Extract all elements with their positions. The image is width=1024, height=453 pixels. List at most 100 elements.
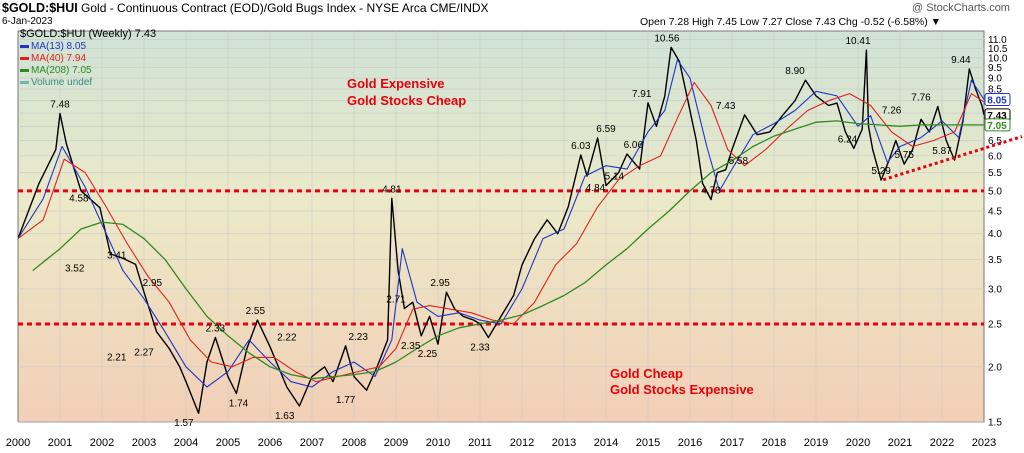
point-label: 10.41 bbox=[845, 36, 870, 47]
x-tick-label: 2005 bbox=[216, 437, 240, 449]
point-label: 2.21 bbox=[107, 353, 127, 364]
x-tick-label: 2011 bbox=[468, 437, 492, 449]
annotation-gold-stocks-cheap: Gold Stocks Cheap bbox=[347, 93, 467, 108]
symbol-label: $GOLD:$HUI bbox=[2, 1, 78, 15]
ma208-swatch bbox=[20, 68, 29, 72]
plot-background bbox=[17, 30, 985, 423]
x-tick-label: 2008 bbox=[342, 437, 366, 449]
point-label: 7.91 bbox=[632, 89, 652, 100]
point-label: 7.48 bbox=[50, 100, 70, 111]
point-label: 4.58 bbox=[69, 194, 89, 205]
ohlc-readout: Open 7.28 High 7.45 Low 7.27 Close 7.43 … bbox=[640, 16, 942, 28]
x-tick-label: 2002 bbox=[90, 437, 114, 449]
legend-volume: Volume undef bbox=[20, 77, 156, 89]
point-label: 5.75 bbox=[894, 150, 914, 161]
x-tick-label: 2019 bbox=[804, 437, 828, 449]
y-tick-label: 2.5 bbox=[988, 319, 1002, 330]
point-label: 6.03 bbox=[571, 141, 591, 152]
x-tick-label: 2023 bbox=[972, 437, 996, 449]
y-tick-label: 5.0 bbox=[988, 186, 1002, 197]
y-tick-label: 5.5 bbox=[988, 168, 1002, 179]
point-label: 2.33 bbox=[206, 323, 226, 334]
point-label: 10.56 bbox=[654, 33, 679, 44]
x-tick-label: 2014 bbox=[594, 437, 618, 449]
point-label: 2.35 bbox=[401, 341, 421, 352]
trend-line bbox=[882, 135, 1023, 182]
x-tick-label: 2015 bbox=[636, 437, 660, 449]
point-label: 1.57 bbox=[174, 418, 194, 429]
legend-ma40: MA(40) 7.94 bbox=[20, 53, 156, 65]
x-tick-label: 2010 bbox=[426, 437, 450, 449]
point-label: 6.24 bbox=[838, 134, 858, 145]
point-label: 9.44 bbox=[951, 55, 971, 66]
point-label: 1.74 bbox=[229, 399, 249, 410]
legend-ma40-label: MA(40) 7.94 bbox=[31, 53, 87, 64]
x-tick-label: 2009 bbox=[384, 437, 408, 449]
y-tick-label: 4.5 bbox=[988, 207, 1002, 218]
point-label: 2.27 bbox=[134, 347, 154, 358]
y-tick-label: 8.5 bbox=[988, 85, 1002, 96]
point-label: 2.25 bbox=[418, 349, 438, 360]
point-label: 2.95 bbox=[430, 278, 450, 289]
y-tick-label: 3.0 bbox=[988, 284, 1002, 295]
volume-swatch bbox=[20, 80, 29, 84]
point-label: 5.29 bbox=[871, 166, 891, 177]
x-tick-label: 2000 bbox=[6, 437, 30, 449]
chart-date: 6-Jan-2023 bbox=[2, 16, 53, 27]
x-tick-label: 2017 bbox=[720, 437, 744, 449]
point-label: 2.22 bbox=[277, 333, 297, 344]
ma13-swatch bbox=[20, 44, 29, 48]
point-label: 6.06 bbox=[624, 140, 644, 151]
last-value-ma13-box bbox=[984, 92, 1011, 106]
point-label: 2.71 bbox=[386, 294, 406, 305]
point-label: 2.33 bbox=[470, 342, 490, 353]
y-tick-label: 9.0 bbox=[988, 74, 1002, 85]
point-label: 7.43 bbox=[716, 101, 736, 112]
legend-main-label: $GOLD:$HUI (Weekly) 7.43 bbox=[20, 28, 157, 40]
y-tick-label: 1.5 bbox=[988, 418, 1002, 429]
point-label: 4.81 bbox=[382, 184, 402, 195]
x-tick-label: 2020 bbox=[846, 437, 870, 449]
y-tick-label: 10.5 bbox=[988, 44, 1008, 55]
x-tick-label: 2022 bbox=[930, 437, 954, 449]
x-tick-label: 2004 bbox=[174, 437, 198, 449]
legend-ma208: MA(208) 7.05 bbox=[20, 65, 156, 77]
point-label: 3.41 bbox=[107, 250, 127, 261]
point-label: 2.95 bbox=[143, 278, 163, 289]
point-label: 7.76 bbox=[911, 93, 931, 104]
legend-ma208-label: MA(208) 7.05 bbox=[31, 65, 92, 76]
y-tick-label: 2.0 bbox=[988, 362, 1002, 373]
y-tick-label: 3.5 bbox=[988, 255, 1002, 266]
point-label: 3.52 bbox=[65, 263, 85, 274]
point-label: 8.90 bbox=[785, 66, 805, 77]
x-tick-label: 2021 bbox=[888, 437, 912, 449]
ma40-series-line bbox=[18, 81, 984, 383]
point-label: 2.55 bbox=[246, 306, 266, 317]
chart-legend: $GOLD:$HUI (Weekly) 7.43 MA(13) 8.05 MA(… bbox=[20, 28, 156, 89]
ma40-swatch bbox=[20, 56, 29, 60]
point-label: 1.63 bbox=[275, 411, 295, 422]
symbol-description: Gold - Continuous Contract (EOD)/Gold Bu… bbox=[81, 1, 489, 15]
y-tick-label: 6.0 bbox=[988, 151, 1002, 162]
x-tick-label: 2013 bbox=[552, 437, 576, 449]
y-tick-label: 11.0 bbox=[988, 35, 1007, 46]
point-label: 5.87 bbox=[932, 146, 952, 157]
point-label: 5.14 bbox=[605, 172, 625, 183]
last-value-price: 7.43 bbox=[987, 111, 1007, 122]
y-tick-label: 6.5 bbox=[988, 136, 1002, 147]
point-label-layer: 7.48 4.58 3.52 3.41 2.95 2.21 2.27 2.33 2.55 1.74… bbox=[50, 33, 971, 429]
x-tick-label: 2016 bbox=[678, 437, 702, 449]
point-label: 4.78 bbox=[701, 186, 721, 197]
x-tick-label: 2006 bbox=[258, 437, 282, 449]
legend-volume-label: Volume undef bbox=[31, 77, 93, 88]
annotation-gold-expensive: Gold Expensive bbox=[347, 76, 445, 91]
y-tick-label: 10.0 bbox=[988, 53, 1008, 64]
x-tick-label: 2001 bbox=[48, 437, 72, 449]
brand-watermark: @ StockCharts.com bbox=[912, 2, 1010, 14]
legend-ma13: MA(13) 8.05 bbox=[20, 41, 156, 53]
point-label: 2.23 bbox=[348, 332, 368, 343]
y-tick-label: 4.0 bbox=[988, 229, 1002, 240]
chart-title: $GOLD:$HUI Gold - Continuous Contract (E… bbox=[2, 1, 489, 15]
y-tick-label: 9.5 bbox=[988, 63, 1002, 74]
x-tick-label: 2018 bbox=[762, 437, 786, 449]
